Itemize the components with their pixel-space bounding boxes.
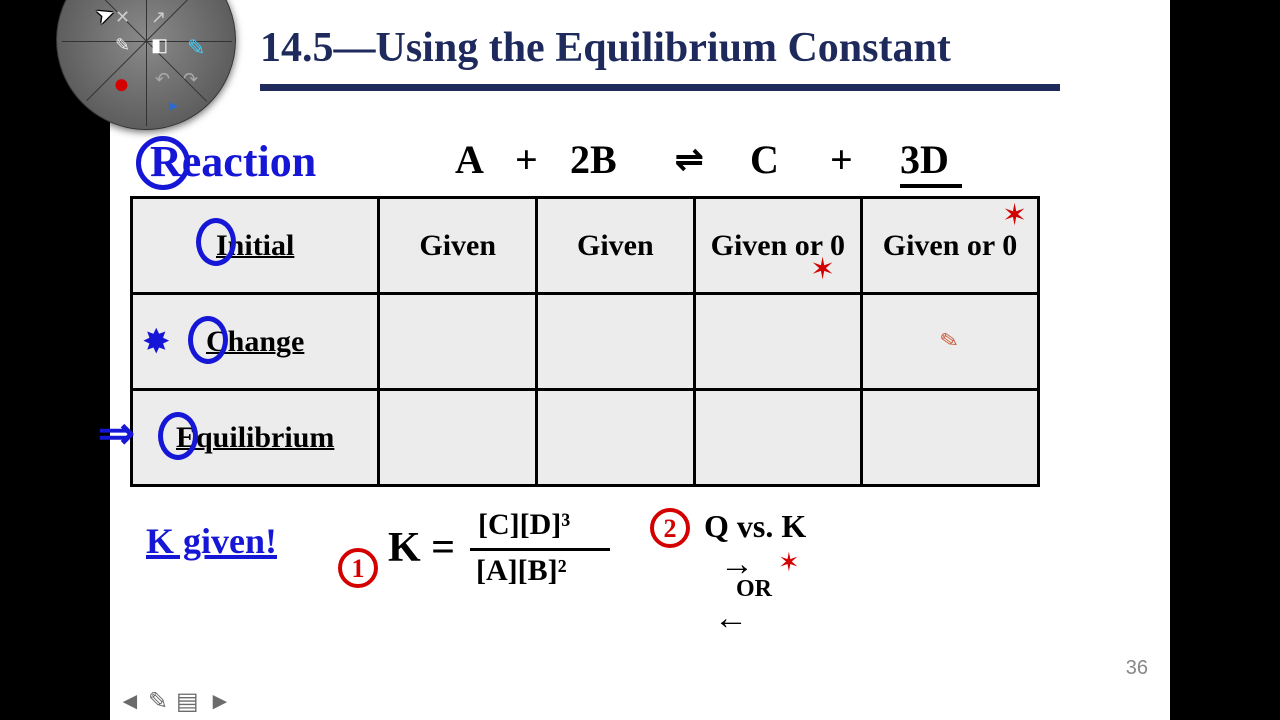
eraser-icon[interactable]: ◧ [151,35,168,56]
play-icon[interactable]: ▸ [169,95,178,116]
reaction-2b: 2B [570,136,617,183]
marker-icon[interactable]: ✎ [115,35,130,56]
page-number: 36 [1126,657,1148,680]
arrow-left: ← [714,600,746,638]
red-star-icon: ✶ [810,252,835,287]
close-icon[interactable]: ✕ [115,7,130,28]
cell [537,390,695,486]
table-row: Change [132,294,1039,390]
prev-icon[interactable]: ◄ [118,689,142,716]
reaction-c: C [750,136,779,183]
reaction-a: A [455,136,484,183]
cell: Given [537,198,695,294]
cell [862,390,1039,486]
fraction-line [470,548,610,551]
table-row: Initial Given Given Given or 0 Given or … [132,198,1039,294]
annotation-palette[interactable]: ✕ ↗ ✎ ✎ ◧ ● ↶ ↷ ▸ [56,0,236,130]
denominator: [A][B]² [476,554,567,588]
next-icon[interactable]: ► [208,689,232,716]
or-label: OR [736,576,772,603]
red-star-icon: ✶ [778,548,800,578]
reaction-3d: 3D [900,136,949,183]
cell [379,390,537,486]
cell: Given [379,198,537,294]
row-label-equilibrium: Equilibrium [176,421,334,454]
reaction-label: Reaction [150,136,316,187]
q-vs-k: Q vs. K [704,508,806,545]
undo-icon[interactable]: ↶ [155,69,170,90]
redo-icon[interactable]: ↷ [183,69,198,90]
numerator: [C][D]³ [478,508,570,542]
reaction-plus2: + [830,136,853,183]
circle-c [188,316,228,364]
pen-icon[interactable]: ✎ [187,35,205,61]
cell [537,294,695,390]
reaction-equilibrium-arrows: ⇌ [675,140,704,180]
cell [379,294,537,390]
cell: Given or 0 [694,198,861,294]
reaction-plus1: + [515,136,538,183]
red-star-icon: ✶ [1002,198,1027,233]
red-pill-icon[interactable]: ● [113,69,130,101]
d-underline [900,184,962,188]
ice-table: Initial Given Given Given or 0 Given or … [130,196,1040,487]
slide: GT 14.5—Using the Equilibrium Constant R… [110,0,1170,720]
blue-star-icon: ✸ [142,322,171,362]
step-1-badge: 1 [338,548,378,588]
k-equals: K = [388,524,455,572]
slide-title: 14.5—Using the Equilibrium Constant [260,24,951,72]
list-icon[interactable]: ▤ [176,687,199,716]
circle-i [196,218,236,266]
step-2-badge: 2 [650,508,690,548]
k-given-label: K given! [146,520,277,562]
title-underline [260,84,1060,91]
table-row: Equilibrium [132,390,1039,486]
blue-arrows-icon: ⇒ [98,408,135,459]
cell [694,294,861,390]
cell [694,390,861,486]
pencil-icon[interactable]: ✎ [148,687,168,716]
share-icon[interactable]: ↗ [151,7,166,28]
circle-e [158,412,198,460]
bottom-nav: ◄ ✎ ▤ ► [110,686,1170,720]
